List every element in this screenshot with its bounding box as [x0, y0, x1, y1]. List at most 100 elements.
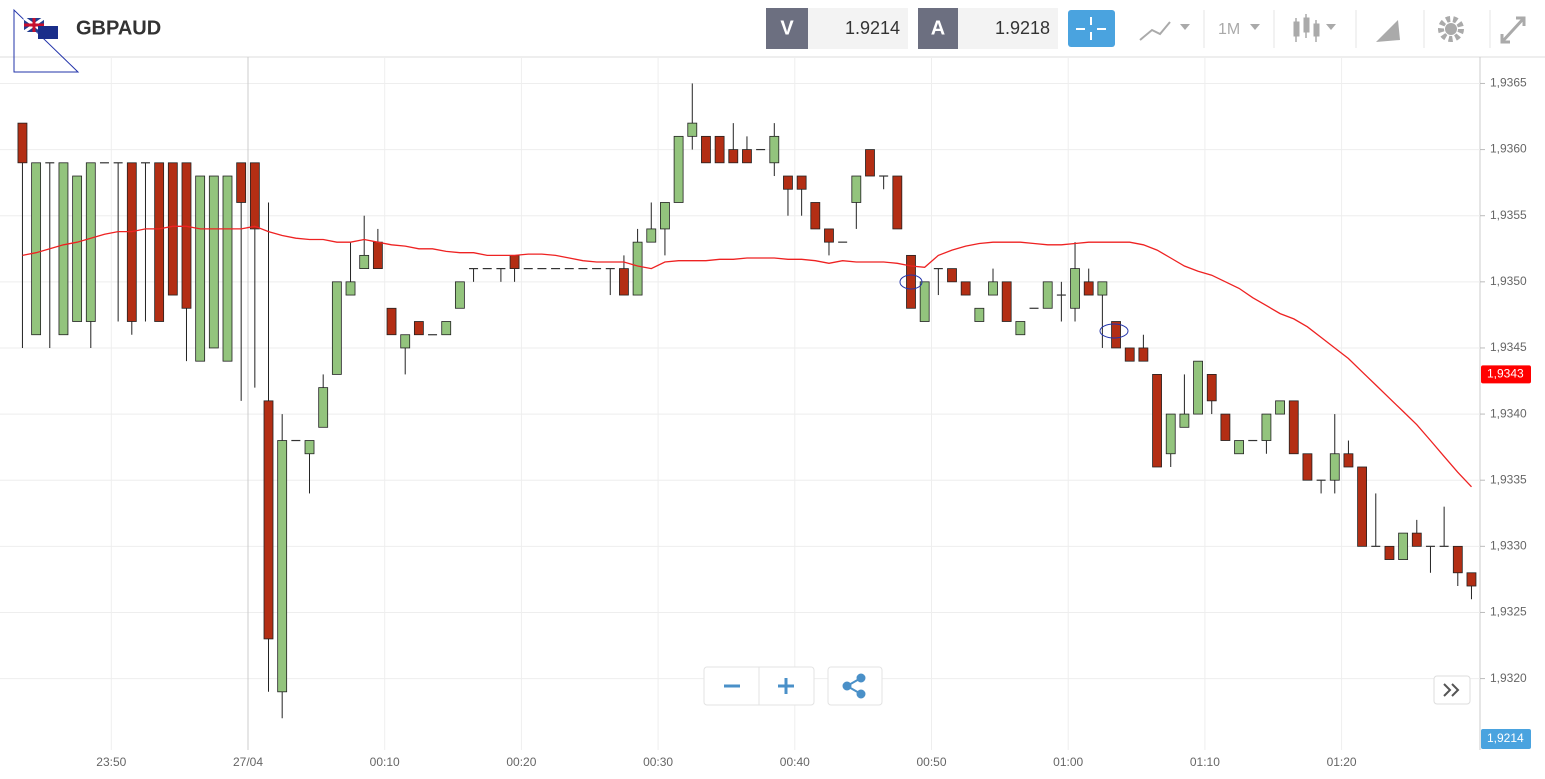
zoom-controls: [703, 666, 883, 706]
candle-body: [413, 321, 424, 336]
candle-body: [1124, 347, 1135, 362]
candle-body: [1357, 466, 1368, 547]
candle-body: [359, 254, 370, 270]
x-tick-label: 00:20: [506, 755, 536, 769]
bid-box: [808, 8, 908, 49]
candle-body: [236, 162, 247, 203]
y-tick-label: 1,9330: [1490, 539, 1527, 553]
candle-body: [742, 149, 752, 164]
moving-average: [22, 225, 1472, 488]
candle-body: [988, 281, 998, 296]
ask-label: A: [931, 17, 945, 39]
candle-body: [824, 228, 834, 243]
candle-body: [208, 175, 219, 349]
bid-button[interactable]: [766, 8, 808, 49]
bid-badge: [1481, 729, 1531, 749]
x-tick-label: 00:10: [370, 755, 400, 769]
candle-body: [249, 162, 260, 230]
x-tick-label: 00:40: [780, 755, 810, 769]
candle-body: [769, 135, 780, 164]
timeframe-button[interactable]: 1M: [1218, 21, 1240, 38]
plot-area: 1,9320 1,9325 1,9330 1,9335 1,9340 1,9345 1,93…: [0, 57, 1531, 769]
dropdown-arrow: [1250, 24, 1260, 30]
crosshair-button[interactable]: [1068, 10, 1115, 47]
candle-body: [195, 175, 206, 362]
candle-body: [673, 135, 684, 203]
bid-badge-label: 1,9214: [1487, 731, 1524, 745]
candle-body: [646, 228, 657, 243]
share-button[interactable]: [842, 673, 866, 699]
candle-body: [454, 281, 465, 309]
y-tick-label: 1,9345: [1490, 340, 1527, 354]
candle-body: [277, 440, 288, 693]
ask-box: [958, 8, 1058, 49]
scroll-end-button[interactable]: [1433, 675, 1471, 705]
zoom-in-button[interactable]: [778, 678, 794, 694]
candle-body: [1234, 440, 1244, 455]
bid-label: V: [780, 17, 794, 39]
candle-body: [851, 175, 862, 203]
candle-body: [1384, 545, 1395, 560]
fullscreen-button[interactable]: [1500, 16, 1526, 44]
candle-body: [1398, 532, 1409, 560]
draw-button[interactable]: [1376, 20, 1400, 42]
candle-body: [947, 268, 957, 283]
settings-button[interactable]: [1438, 16, 1464, 42]
chart-type-button[interactable]: [1139, 21, 1171, 41]
candle-body: [783, 175, 793, 190]
candle-body: [701, 135, 711, 164]
candle-body: [72, 175, 83, 322]
candle-body: [1097, 281, 1108, 296]
candle-body: [222, 175, 233, 362]
candle-body: [345, 281, 356, 296]
candle-body: [1070, 268, 1080, 309]
y-tick-label: 1,9325: [1490, 605, 1527, 619]
candle-body: [632, 241, 643, 296]
candle-body: [1042, 281, 1053, 309]
candle-body: [1152, 374, 1162, 468]
candle-body: [1111, 321, 1121, 349]
candle-body: [892, 175, 903, 230]
candle-body: [263, 400, 274, 640]
candle-body: [85, 162, 96, 322]
candle-body: [167, 162, 178, 296]
settings-icon: [1445, 23, 1457, 35]
candle-body: [1015, 321, 1026, 336]
candle-body: [1261, 413, 1272, 441]
candle-body: [619, 268, 629, 296]
candle-body: [1179, 413, 1190, 428]
candle-body: [728, 149, 739, 164]
x-tick-label: 00:50: [916, 755, 946, 769]
candle-body: [919, 281, 930, 322]
candle-body: [796, 175, 807, 190]
x-tick-label: 27/04: [233, 755, 263, 769]
candle-body: [1165, 413, 1176, 455]
candle-body: [181, 162, 192, 309]
candle-body: [1302, 453, 1313, 481]
crosshair-icon: [1076, 17, 1106, 40]
ask-button[interactable]: [918, 8, 958, 49]
y-tick-label: 1,9360: [1490, 142, 1527, 156]
bid-price: 1.9214: [845, 18, 900, 38]
candle-body: [372, 241, 383, 270]
candle-body: [1452, 545, 1463, 574]
x-tick-label: 01:10: [1190, 755, 1220, 769]
candle-body: [687, 122, 698, 137]
candle-body: [1275, 400, 1285, 415]
candles-button[interactable]: [1293, 14, 1320, 42]
marker: [1099, 323, 1129, 339]
candle-body: [1193, 360, 1203, 415]
dropdown-arrow: [1326, 24, 1336, 30]
candle-body: [714, 135, 725, 164]
candle-body: [400, 334, 411, 349]
candle-body: [1138, 347, 1149, 362]
candle-body: [1001, 281, 1012, 322]
current-badge: [1481, 365, 1531, 384]
candle-body: [906, 254, 916, 309]
candle-body: [1220, 413, 1231, 441]
candle-body: [1288, 400, 1299, 455]
candle-body: [1343, 453, 1354, 468]
candle-body: [1083, 281, 1094, 296]
x-tick-label: 01:00: [1053, 755, 1083, 769]
